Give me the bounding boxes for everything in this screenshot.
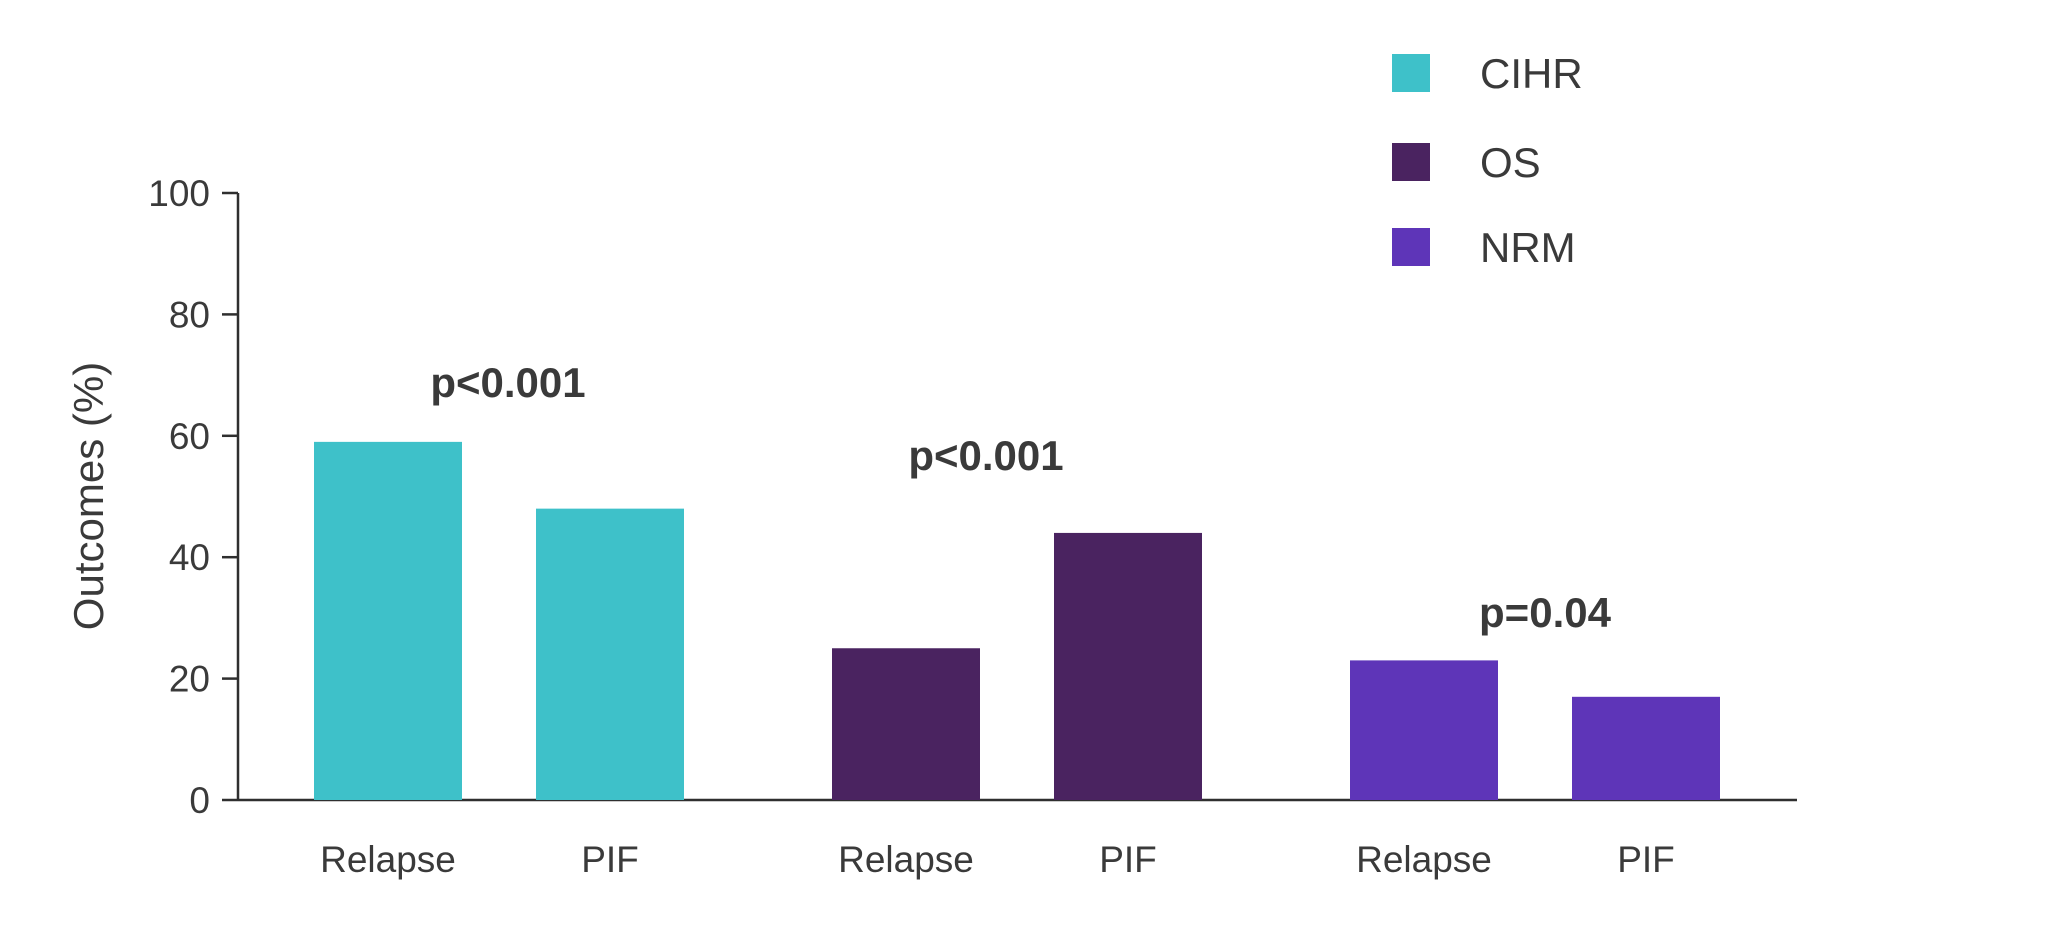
bar-cihr-pif [536,508,684,800]
x-category-label: PIF [1099,839,1157,880]
bars [314,441,1720,800]
x-category-label: Relapse [838,839,974,880]
p-value-annotation: p=0.04 [1479,589,1612,636]
legend-swatch [1392,143,1430,181]
x-category-label: PIF [1617,839,1675,880]
p-value-annotation: p<0.001 [908,432,1063,479]
y-tick-label: 60 [169,416,210,457]
legend-swatch [1392,228,1430,266]
x-category-label: Relapse [1356,839,1492,880]
y-tick-label: 80 [169,294,210,335]
bar-nrm-pif [1572,696,1720,800]
labels: Relapse PIF p<0.001 Relapse PIF p<0.001 Relaps… [320,359,1675,880]
bar-cihr-relapse [314,441,462,800]
legend-swatch [1392,54,1430,92]
y-tick-label: 40 [169,537,210,578]
legend-label: OS [1480,139,1541,186]
legend-label: NRM [1480,224,1576,271]
y-tick-label: 100 [148,173,210,214]
y-tick-label: 20 [169,659,210,700]
bar-os-pif [1054,532,1202,800]
axes: 0 20 40 60 80 100 Outcomes (%) [65,173,1797,821]
y-tick-label: 0 [189,780,210,821]
bar-os-relapse [832,648,980,800]
legend: CIHR OS NRM [1392,50,1583,271]
y-axis-label: Outcomes (%) [65,362,112,630]
x-category-label: Relapse [320,839,456,880]
p-value-annotation: p<0.001 [430,359,585,406]
legend-label: CIHR [1480,50,1583,97]
x-category-label: PIF [581,839,639,880]
bar-nrm-relapse [1350,660,1498,800]
